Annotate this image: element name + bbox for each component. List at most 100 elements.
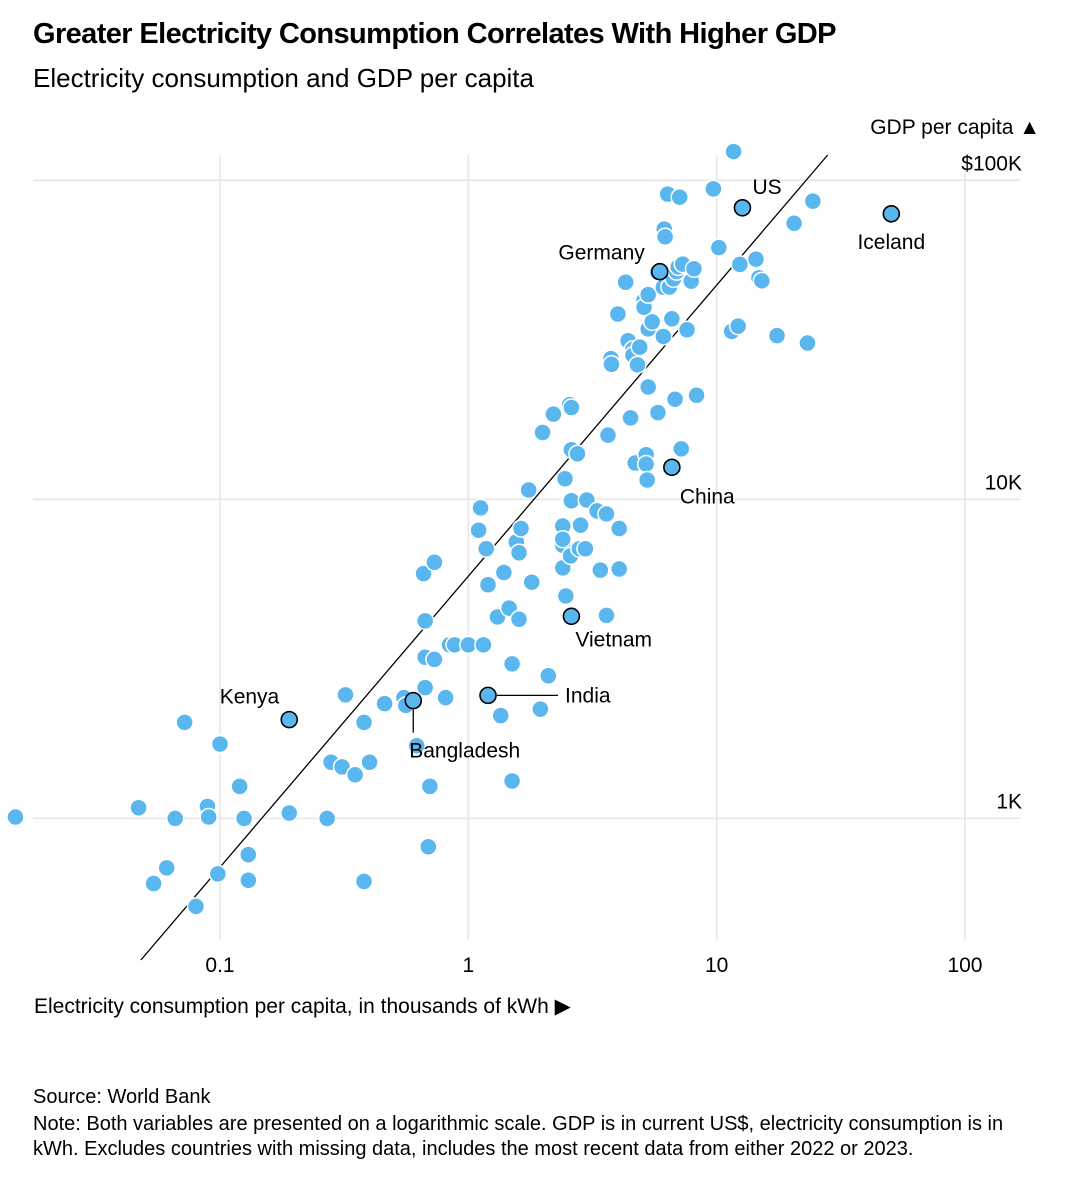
scatter-point	[208, 864, 228, 884]
scatter-point	[471, 498, 490, 518]
grid: 0.1 1 10 100 1K 10K $100K	[33, 152, 1022, 977]
scatter-point	[375, 694, 394, 713]
scatter-point	[709, 238, 729, 257]
scatter-point	[476, 539, 496, 559]
scatter-point	[677, 320, 697, 340]
highlighted-point-china	[663, 458, 681, 477]
scatter-point	[234, 809, 254, 828]
scatter-point	[728, 316, 748, 336]
scatter-point	[407, 736, 427, 755]
highlighted-point-vietnam	[562, 607, 581, 626]
scatter-point	[798, 333, 817, 353]
scatter-point	[511, 519, 531, 538]
x-tick-label: 1	[463, 954, 475, 977]
highlighted-point-india	[479, 686, 497, 705]
scatter-point	[415, 678, 435, 697]
highlighted-point-iceland	[882, 205, 901, 223]
scatter-point	[553, 529, 573, 549]
scatter-point	[654, 327, 673, 346]
scatter-point	[670, 187, 689, 207]
scatter-point	[519, 480, 538, 500]
scatter-point	[568, 444, 587, 463]
scatter-point	[279, 803, 299, 823]
scatter-point	[239, 871, 258, 890]
scatter-point	[671, 439, 691, 459]
points-layer	[6, 142, 823, 916]
scatter-point	[556, 586, 576, 606]
scatter-point	[638, 285, 658, 304]
y-axis-label: GDP per capita ▲	[870, 116, 1040, 139]
scatter-point	[354, 713, 374, 732]
methodology-note: Note: Both variables are presented on a …	[33, 1113, 1004, 1160]
country-label-bangladesh: Bangladesh	[409, 740, 520, 763]
scatter-point	[544, 404, 563, 424]
source-note: Source: World Bank	[33, 1086, 211, 1108]
scatter-point	[157, 858, 176, 878]
scatter-point	[502, 654, 522, 674]
scatter-point	[415, 611, 435, 631]
scatter-point	[628, 355, 647, 375]
highlighted-point-bangladesh	[404, 691, 423, 710]
chart-title: Greater Electricity Consumption Correlat…	[33, 18, 836, 50]
chart-subtitle: Electricity consumption and GDP per capi…	[33, 63, 534, 93]
scatter-point	[414, 564, 433, 583]
scatter-point	[555, 469, 575, 489]
scatter-point	[129, 798, 148, 818]
scatter-point	[360, 752, 379, 772]
country-label-us: US	[752, 176, 781, 199]
scatter-point	[591, 560, 610, 580]
scatter-chart: 0.1 1 10 100 1K 10K $100K US Iceland Germany Chin…	[6, 116, 1040, 977]
scatter-point	[165, 809, 185, 828]
scatter-point	[752, 271, 772, 291]
scatter-point	[502, 771, 522, 791]
country-label-germany: Germany	[558, 242, 645, 265]
x-tick-label: 10	[705, 954, 728, 977]
highlighted-point-us	[733, 198, 752, 217]
country-label-china: China	[680, 485, 735, 508]
scatter-point	[186, 897, 206, 916]
scatter-point	[230, 777, 249, 796]
scatter-point	[642, 312, 662, 332]
scatter-point	[638, 377, 658, 397]
scatter-point	[345, 765, 365, 785]
scatter-point	[704, 179, 723, 199]
scatter-point	[648, 403, 668, 422]
scatter-point	[175, 713, 194, 732]
scatter-point	[803, 191, 823, 211]
scatter-point	[687, 385, 706, 405]
scatter-point	[317, 809, 337, 828]
highlight-layer	[280, 198, 901, 729]
country-label-india: India	[565, 684, 611, 707]
scatter-point	[533, 423, 552, 442]
scatter-point	[616, 273, 635, 292]
scatter-point	[509, 609, 529, 629]
highlighted-point-kenya	[280, 710, 299, 729]
scatter-point	[425, 553, 444, 572]
x-tick-label: 0.1	[205, 954, 234, 977]
y-tick-label: 1K	[996, 790, 1022, 813]
scatter-point	[597, 606, 616, 625]
scatter-point	[539, 666, 558, 685]
scatter-point	[630, 337, 649, 357]
x-axis-label: Electricity consumption per capita, in t…	[34, 995, 571, 1018]
scatter-point	[522, 572, 541, 592]
scatter-point	[199, 807, 218, 827]
scatter-point	[665, 389, 685, 409]
scatter-point	[144, 874, 163, 893]
scatter-point	[469, 521, 488, 540]
x-tick-label: 100	[947, 954, 982, 977]
scatter-point	[636, 454, 656, 474]
country-label-kenya: Kenya	[220, 686, 280, 709]
scatter-point	[597, 504, 616, 524]
scatter-point	[509, 543, 529, 563]
scatter-point	[637, 470, 657, 490]
scatter-point	[609, 559, 629, 579]
scatter-point	[354, 872, 374, 891]
scatter-point	[436, 688, 455, 707]
scatter-point	[609, 519, 629, 538]
scatter-point	[494, 563, 514, 582]
scatter-point	[239, 845, 258, 864]
scatter-point	[598, 425, 618, 445]
scatter-point	[6, 807, 25, 827]
scatter-point	[562, 398, 581, 417]
